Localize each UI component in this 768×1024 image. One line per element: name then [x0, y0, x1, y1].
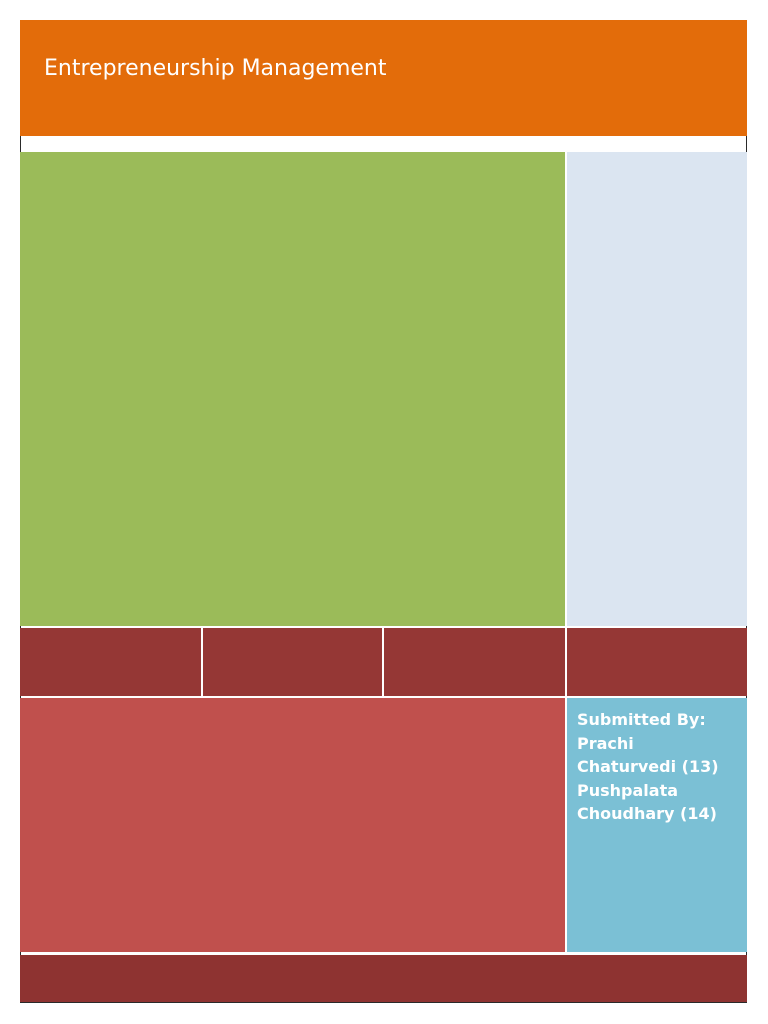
- author-line-2: Chaturvedi (13): [577, 757, 719, 776]
- maroon-cell-4: [567, 628, 747, 696]
- red-panel: [20, 698, 565, 952]
- author-line-4: Choudhary (14): [577, 804, 717, 823]
- maroon-cell-1: [20, 628, 201, 696]
- light-blue-panel: [567, 152, 747, 626]
- green-panel: [20, 152, 565, 626]
- author-line-3: Pushpalata: [577, 780, 679, 800]
- footer-band: [20, 955, 747, 1002]
- submitted-by-panel: Submitted By: Prachi Chaturvedi (13) Pus…: [567, 698, 747, 952]
- maroon-cell-3: [384, 628, 565, 696]
- document-title: Entrepreneurship Management: [44, 56, 387, 81]
- submitted-by-label: Submitted By:: [577, 710, 706, 729]
- author-line-1: Prachi: [577, 733, 634, 753]
- maroon-cell-2: [203, 628, 382, 696]
- title-band: Entrepreneurship Management: [20, 20, 747, 136]
